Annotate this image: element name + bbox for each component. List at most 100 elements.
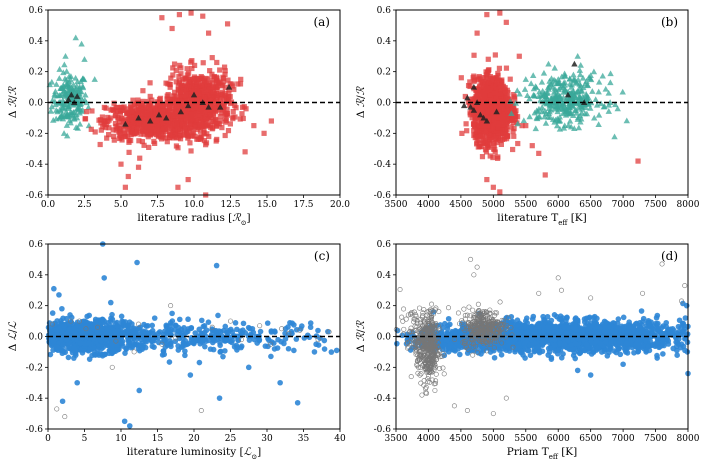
data-point	[77, 340, 83, 346]
data-point	[257, 323, 263, 329]
data-point	[469, 115, 475, 121]
data-point	[182, 126, 188, 132]
data-point	[164, 323, 170, 330]
data-point	[497, 84, 504, 90]
data-point	[71, 325, 77, 332]
data-point	[185, 316, 191, 323]
data-point	[176, 12, 182, 18]
panel-d: 3500 4000 4500 5000 5500 6000 6500 7000 7500 8000…	[355, 240, 700, 461]
data-point	[74, 78, 81, 85]
data-point	[185, 118, 191, 124]
data-point	[52, 101, 59, 108]
data-point	[141, 142, 147, 148]
data-point	[212, 100, 218, 106]
data-point	[133, 340, 140, 347]
data-point	[471, 132, 477, 139]
data-point	[502, 95, 508, 101]
data-point	[470, 121, 477, 128]
data-point	[185, 176, 191, 183]
data-point	[68, 91, 75, 98]
data-point	[536, 150, 542, 156]
data-point	[591, 114, 598, 121]
data-point	[474, 134, 480, 141]
data-point	[160, 107, 166, 113]
data-point	[145, 98, 151, 105]
data-point	[164, 110, 170, 116]
data-point	[482, 122, 488, 128]
data-point	[150, 123, 157, 129]
data-point	[228, 318, 234, 324]
data-point	[108, 340, 115, 347]
data-point	[485, 123, 491, 129]
data-point	[511, 94, 517, 100]
data-point	[138, 125, 144, 132]
data-point	[175, 145, 181, 151]
data-point	[217, 349, 223, 355]
data-point	[460, 102, 468, 109]
data-point	[558, 73, 565, 80]
data-point	[214, 92, 220, 99]
data-point	[105, 118, 111, 125]
data-point	[268, 329, 275, 335]
data-point	[197, 115, 203, 122]
data-point	[150, 337, 156, 344]
data-point	[119, 137, 125, 143]
data-point	[482, 93, 488, 99]
data-point	[182, 105, 188, 111]
data-point	[135, 164, 142, 170]
data-point	[61, 75, 69, 82]
data-point	[577, 71, 584, 78]
data-point	[560, 89, 567, 95]
data-point	[333, 347, 340, 354]
data-point	[485, 67, 492, 73]
data-point	[576, 67, 584, 73]
data-point	[557, 84, 564, 91]
data-point	[220, 75, 227, 82]
data-point	[145, 125, 151, 131]
data-point	[208, 92, 214, 98]
data-point	[195, 96, 201, 102]
data-point	[212, 337, 218, 344]
data-point	[138, 116, 144, 122]
data-point	[134, 100, 140, 106]
data-point	[140, 88, 146, 94]
data-point	[464, 128, 470, 134]
data-point	[187, 140, 193, 146]
data-point	[201, 138, 207, 144]
data-point	[487, 153, 493, 159]
data-point	[206, 133, 212, 140]
data-point	[65, 105, 72, 112]
data-point	[203, 100, 209, 107]
data-point	[122, 131, 128, 138]
data-point	[607, 70, 614, 77]
data-point	[177, 108, 185, 115]
data-point	[171, 113, 177, 119]
data-point	[203, 108, 209, 115]
data-point	[146, 144, 152, 150]
data-point	[177, 62, 183, 68]
data-point	[571, 125, 578, 132]
data-point	[477, 83, 483, 89]
data-point	[530, 85, 538, 92]
data-point	[225, 128, 232, 134]
data-point	[475, 115, 482, 121]
data-point	[551, 102, 558, 109]
data-point	[196, 90, 202, 96]
data-point	[109, 364, 115, 370]
data-point	[239, 111, 245, 117]
data-point	[568, 83, 575, 90]
y-tick-label: -0.2	[26, 363, 43, 373]
data-point	[149, 322, 156, 329]
data-point	[207, 102, 214, 109]
data-point	[173, 94, 180, 100]
x-tick-label: 4500	[449, 200, 472, 210]
data-point	[510, 104, 517, 110]
data-point	[200, 13, 206, 19]
data-point	[136, 138, 142, 144]
data-point	[566, 75, 573, 82]
data-point	[264, 320, 271, 326]
data-point	[249, 325, 256, 332]
data-point	[497, 10, 503, 16]
data-point	[120, 127, 127, 133]
data-point	[163, 118, 169, 124]
